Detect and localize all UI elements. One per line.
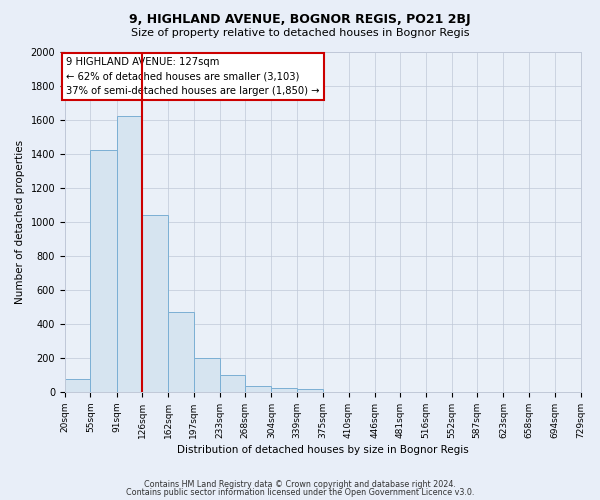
Y-axis label: Number of detached properties: Number of detached properties xyxy=(15,140,25,304)
Bar xyxy=(245,386,271,392)
Bar xyxy=(65,379,91,392)
Bar xyxy=(91,150,116,392)
Text: Contains HM Land Registry data © Crown copyright and database right 2024.: Contains HM Land Registry data © Crown c… xyxy=(144,480,456,489)
Text: 9 HIGHLAND AVENUE: 127sqm
← 62% of detached houses are smaller (3,103)
37% of se: 9 HIGHLAND AVENUE: 127sqm ← 62% of detac… xyxy=(67,56,320,96)
Text: Size of property relative to detached houses in Bognor Regis: Size of property relative to detached ho… xyxy=(131,28,469,38)
Bar xyxy=(168,312,194,392)
Text: Contains public sector information licensed under the Open Government Licence v3: Contains public sector information licen… xyxy=(126,488,474,497)
Bar xyxy=(220,375,245,392)
Bar xyxy=(271,388,297,392)
Text: 9, HIGHLAND AVENUE, BOGNOR REGIS, PO21 2BJ: 9, HIGHLAND AVENUE, BOGNOR REGIS, PO21 2… xyxy=(129,12,471,26)
Bar xyxy=(297,390,323,392)
Bar xyxy=(116,116,142,392)
X-axis label: Distribution of detached houses by size in Bognor Regis: Distribution of detached houses by size … xyxy=(177,445,469,455)
Bar xyxy=(194,358,220,392)
Bar xyxy=(142,215,168,392)
